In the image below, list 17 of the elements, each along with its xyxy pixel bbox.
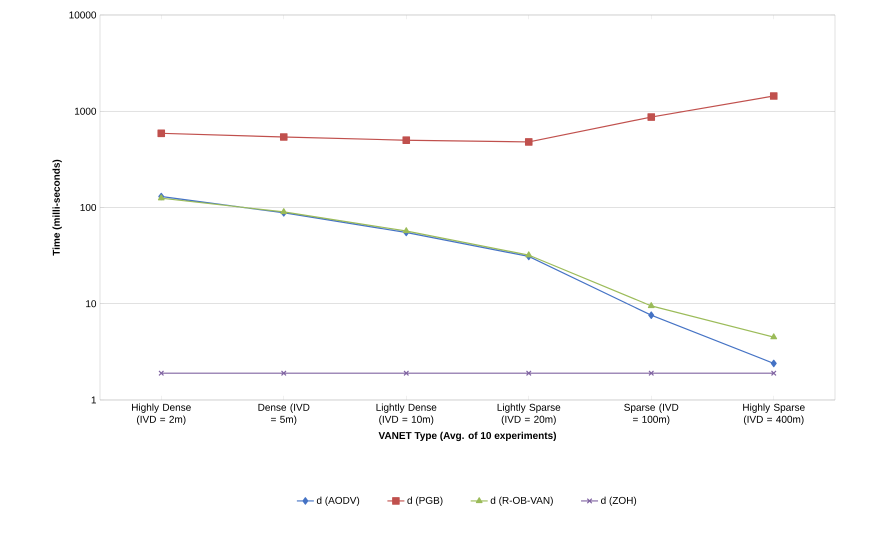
x-tick-label: Highly Sparse (IVD = 400m) <box>743 404 805 425</box>
x-tick-label: Dense (IVD = 5m) <box>258 404 310 425</box>
x-tick-label: Highly Dense (IVD = 2m) <box>132 404 191 425</box>
x-tick-label: Lightly Dense (IVD = 10m) <box>376 404 436 425</box>
y-axis-title: Time (milli-seconds) <box>52 160 62 256</box>
y-tick-label: 10000 <box>69 11 96 19</box>
legend-label: d (PGB) <box>407 496 442 506</box>
legend-label: d (R-OB-VAN) <box>490 496 553 506</box>
y-tick-label: 1000 <box>74 108 96 115</box>
y-tick-label: 1 <box>92 396 96 404</box>
x-axis-title: VANET Type (Avg. of 10 experiments) <box>378 432 556 442</box>
x-tick-label: Lightly Sparse (IVD = 20m) <box>498 404 560 425</box>
x-tick-label: Sparse (IVD = 100m) <box>624 404 678 425</box>
y-tick-label: 10 <box>86 300 96 308</box>
y-tick-label: 100 <box>80 204 96 212</box>
legend-label: d (ZOH) <box>601 496 636 506</box>
legend-label: d (AODV) <box>316 496 360 506</box>
